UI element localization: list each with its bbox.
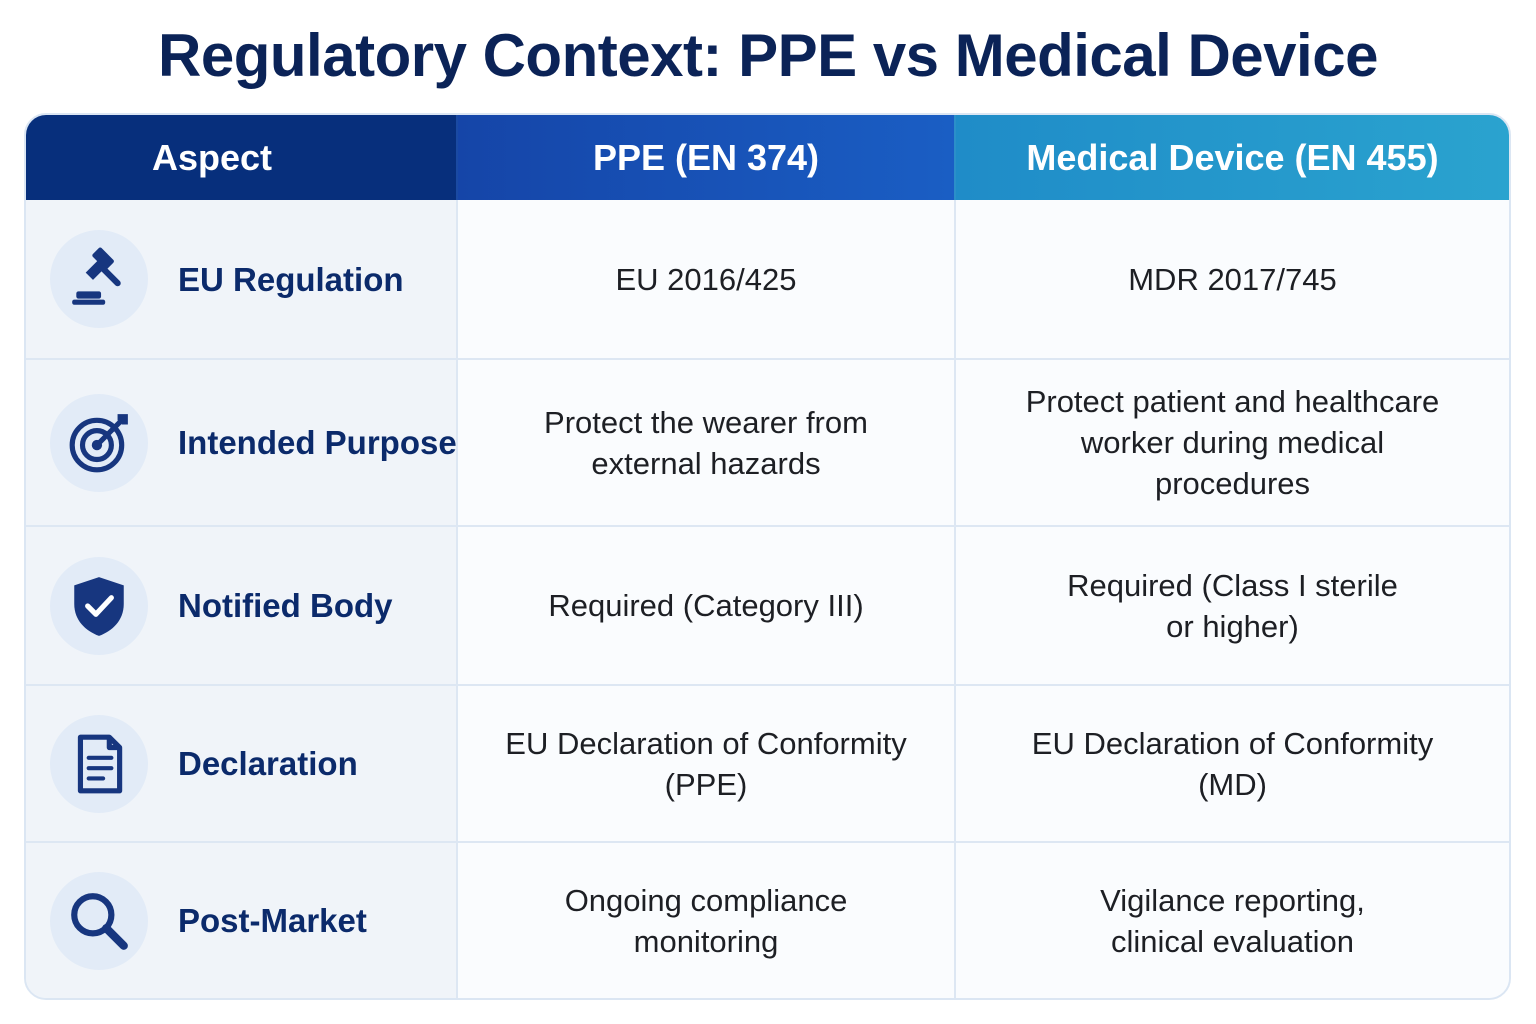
md-cell: Required (Class I sterile or higher) [956, 527, 1509, 684]
md-cell: MDR 2017/745 [956, 200, 1509, 358]
header-aspect: Aspect [26, 115, 458, 200]
md-value: EU Declaration of Conformity (MD) [1031, 725, 1434, 802]
aspect-cell: EU Regulation [26, 200, 458, 358]
page-title: Regulatory Context: PPE vs Medical Devic… [158, 22, 1378, 89]
aspect-label: Intended Purpose [178, 424, 457, 461]
gavel-icon [50, 230, 148, 328]
header-ppe: PPE (EN 374) [458, 115, 956, 200]
table-row: Intended Purpose Protect the wearer from… [26, 358, 1509, 525]
ppe-cell: Required (Category III) [458, 527, 956, 684]
comparison-table: Aspect PPE (EN 374) Medical Device (EN 4… [24, 113, 1511, 1000]
aspect-cell: Post-Market [26, 843, 458, 998]
aspect-cell: Intended Purpose [26, 360, 458, 525]
table-row: Declaration EU Declaration of Conformity… [26, 684, 1509, 841]
aspect-label: Declaration [178, 745, 358, 782]
table-row: EU Regulation EU 2016/425 MDR 2017/745 [26, 200, 1509, 358]
md-value: Protect patient and healthcare worker du… [1025, 384, 1440, 501]
ppe-value: Ongoing compliance monitoring [564, 882, 848, 959]
md-value: Vigilance reporting, clinical evaluation [1100, 882, 1365, 959]
md-cell: Vigilance reporting, clinical evaluation [956, 843, 1509, 998]
ppe-cell: Protect the wearer from external hazards [458, 360, 956, 525]
header-medical-device: Medical Device (EN 455) [956, 115, 1509, 200]
aspect-cell: Declaration [26, 686, 458, 841]
aspect-cell: Notified Body [26, 527, 458, 684]
ppe-cell: EU Declaration of Conformity (PPE) [458, 686, 956, 841]
table-header: Aspect PPE (EN 374) Medical Device (EN 4… [26, 115, 1509, 200]
aspect-label: Notified Body [178, 587, 393, 624]
shield-check-icon [50, 556, 148, 655]
ppe-cell: Ongoing compliance monitoring [458, 843, 956, 998]
search-icon [50, 871, 148, 970]
aspect-label: Post-Market [178, 902, 367, 939]
md-cell: Protect patient and healthcare worker du… [956, 360, 1509, 525]
table-row: Post-Market Ongoing compliance monitorin… [26, 841, 1509, 998]
target-icon [50, 393, 148, 492]
ppe-value: Protect the wearer from external hazards [544, 404, 868, 481]
ppe-value: EU 2016/425 [615, 261, 797, 297]
ppe-value: EU Declaration of Conformity (PPE) [505, 725, 907, 802]
aspect-label: EU Regulation [178, 260, 404, 298]
table-body: EU Regulation EU 2016/425 MDR 2017/745 [26, 200, 1509, 998]
ppe-value: Required (Category III) [548, 588, 864, 623]
table-row: Notified Body Required (Category III) Re… [26, 525, 1509, 684]
md-value: MDR 2017/745 [1128, 261, 1337, 297]
document-icon [50, 714, 148, 813]
ppe-cell: EU 2016/425 [458, 200, 956, 358]
md-value: Required (Class I sterile or higher) [1067, 567, 1398, 644]
md-cell: EU Declaration of Conformity (MD) [956, 686, 1509, 841]
